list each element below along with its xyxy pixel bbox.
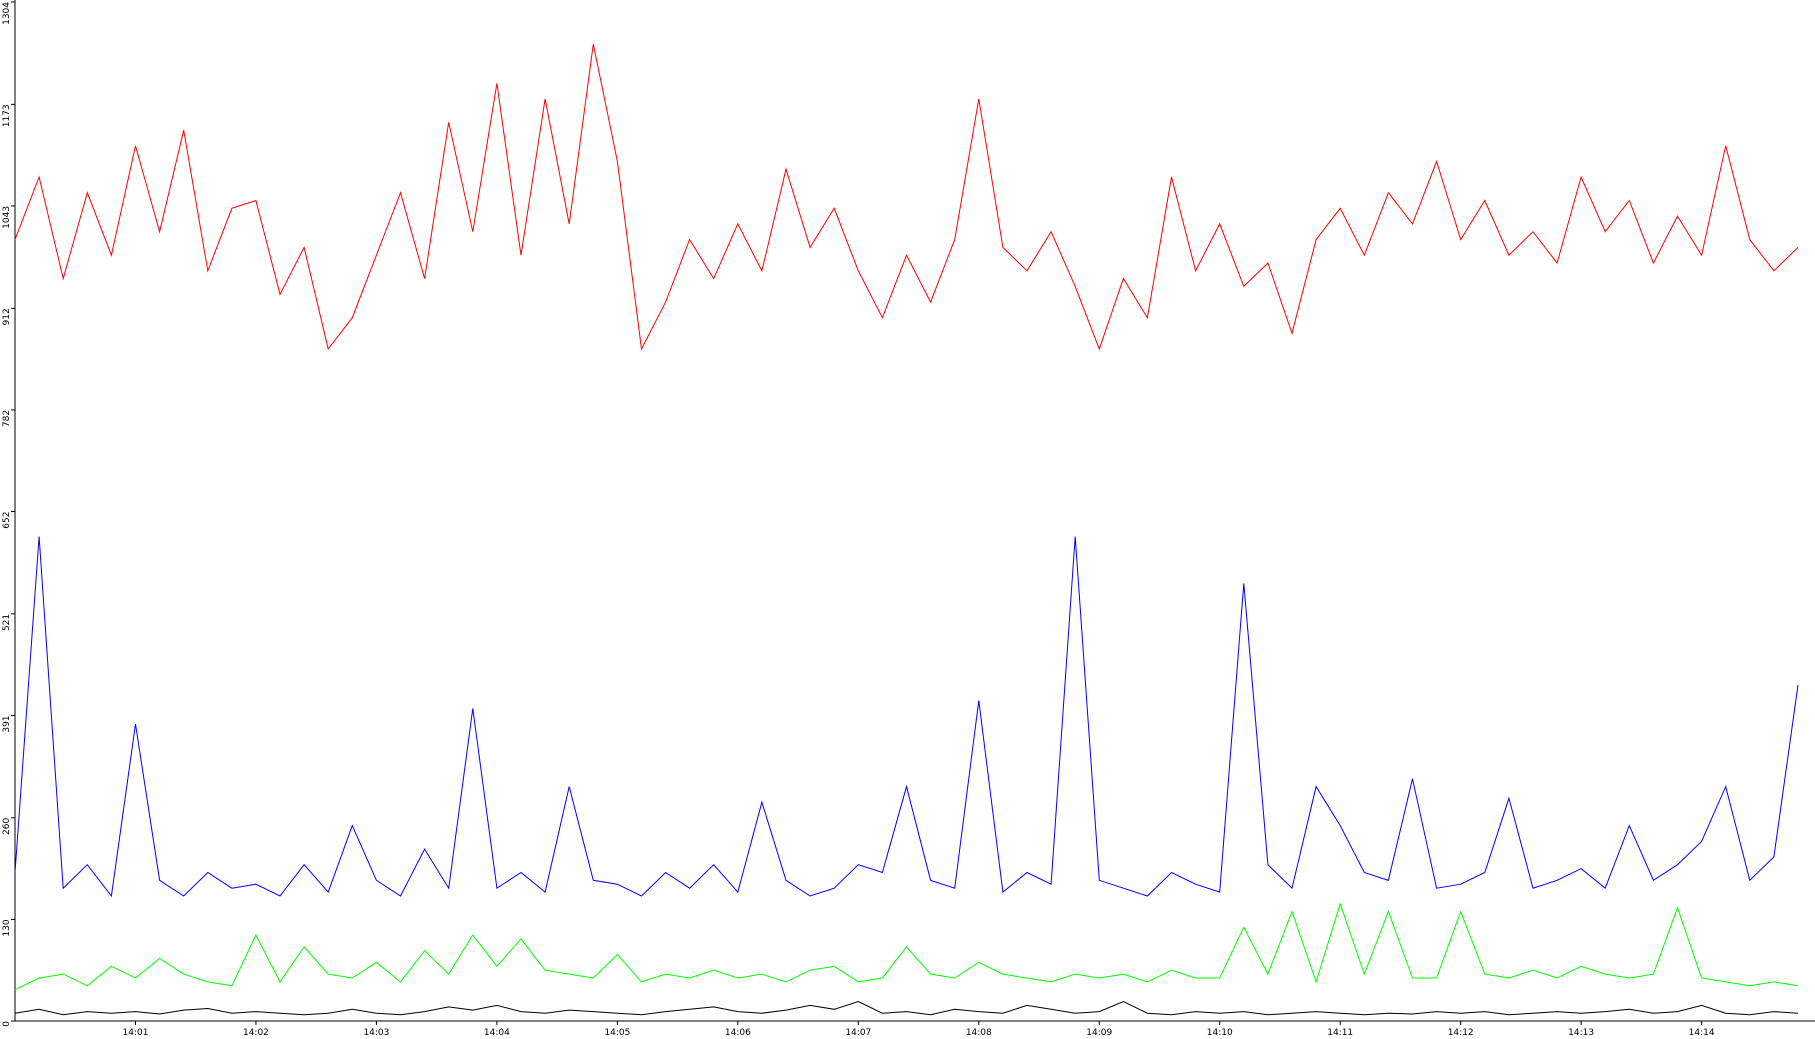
y-tick-label: 391 — [2, 715, 12, 732]
y-tick-label: 1173 — [2, 104, 12, 127]
x-tick-label: 14:07 — [845, 1028, 871, 1038]
y-tick-label: 1043 — [2, 206, 12, 229]
y-tick-label: 1304 — [2, 2, 12, 25]
y-tick-label: 652 — [2, 512, 12, 529]
x-tick-label: 14:13 — [1568, 1028, 1594, 1038]
x-tick-label: 14:02 — [243, 1028, 269, 1038]
series-line — [14, 536, 1799, 898]
series-line — [14, 902, 1799, 991]
x-tick-label: 14:14 — [1689, 1028, 1715, 1038]
x-tick-label: 14:01 — [123, 1028, 149, 1038]
x-tick-label: 14:06 — [725, 1028, 751, 1038]
series-line — [14, 1000, 1799, 1016]
y-tick-label: 782 — [2, 410, 12, 427]
y-tick-label: 260 — [2, 818, 12, 835]
x-tick-label: 14:04 — [484, 1028, 510, 1038]
x-tick-label: 14:12 — [1448, 1028, 1474, 1038]
y-tick-label: 130 — [2, 919, 12, 936]
x-tick-label: 14:09 — [1086, 1028, 1112, 1038]
x-tick-label: 14:11 — [1327, 1028, 1353, 1038]
x-tick-label: 14:03 — [363, 1028, 389, 1038]
y-tick-label: 0 — [2, 1021, 12, 1027]
x-tick-label: 14:05 — [604, 1028, 630, 1038]
y-tick-label: 912 — [2, 308, 12, 325]
series-line — [14, 44, 1799, 351]
x-tick-label: 14:10 — [1207, 1028, 1233, 1038]
x-tick-label: 14:08 — [966, 1028, 992, 1038]
y-tick-label: 521 — [2, 614, 12, 631]
